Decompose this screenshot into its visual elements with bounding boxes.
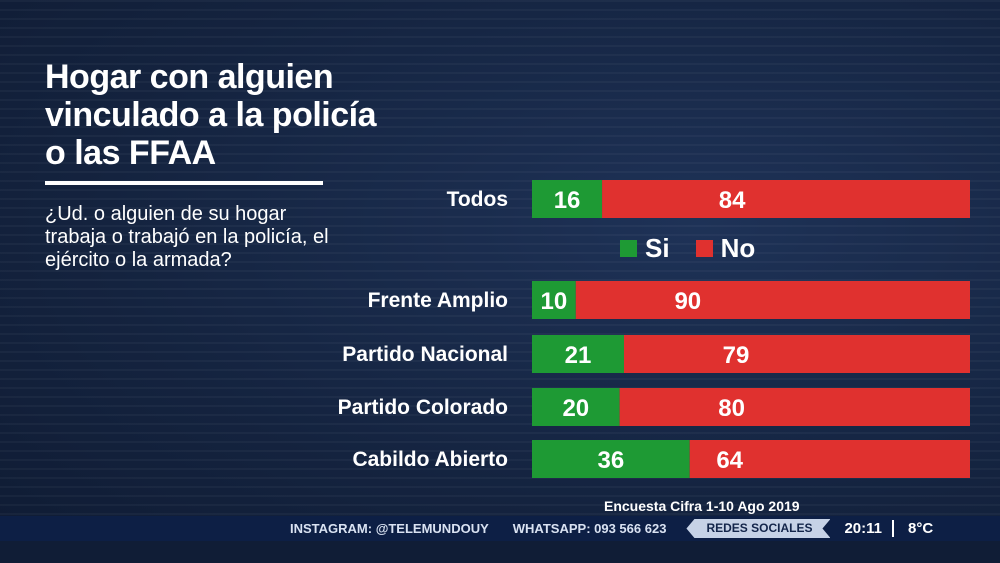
bar-no-cabildo-abierto [689,440,970,478]
ticker-temperature: 8°C [908,520,934,537]
legend-label-no: No [720,233,756,263]
bar-si-partido-nacional [532,335,624,373]
bar-si-partido-colorado [532,388,620,426]
category-label-cabildo-abierto: Cabildo Abierto [352,448,508,471]
value-label-si-todos: 16 [554,187,581,214]
page-title: Hogar con alguien vinculado a la policía… [45,58,377,172]
value-label-si-frente-amplio: 10 [541,288,568,315]
category-label-partido-nacional: Partido Nacional [342,343,508,366]
value-label-no-frente-amplio: 90 [674,288,701,315]
title-divider [45,181,323,185]
bar-no-todos [602,180,970,218]
value-label-no-partido-nacional: 79 [723,342,750,369]
survey-question: ¿Ud. o alguien de su hogar trabaja o tra… [45,203,329,271]
legend-label-si: Si [645,233,670,263]
bar-no-partido-nacional [623,335,970,373]
bottom-band [0,541,1000,563]
bar-no-partido-colorado [619,388,970,426]
ticker-redes-sociales: REDES SOCIALES [686,519,830,538]
bar-no-frente-amplio [575,281,970,319]
ticker-separator [892,520,895,537]
source-note: Encuesta Cifra 1-10 Ago 2019 [604,498,800,514]
legend-item-no: No [695,233,756,264]
legend-swatch-si [620,240,637,257]
legend-swatch-no [695,240,713,257]
value-label-si-partido-colorado: 20 [562,395,589,422]
value-label-no-partido-colorado: 80 [718,395,745,422]
value-label-si-partido-nacional: 21 [565,342,592,369]
ticker-whatsapp: WHATSAPP: 093 566 623 [512,521,667,536]
value-label-no-cabildo-abierto: 64 [716,447,743,474]
chart-legend: Si No [620,233,755,264]
value-label-si-cabildo-abierto: 36 [597,447,624,474]
bar-si-todos [532,180,603,218]
bar-si-cabildo-abierto [532,440,690,478]
category-label-partido-colorado: Partido Colorado [338,396,508,419]
ticker-time: 20:11 [844,520,883,537]
value-label-no-todos: 84 [719,187,746,214]
legend-item-si: Si [620,233,670,264]
ticker-instagram: INSTAGRAM: @TELEMUNDOUY [290,521,489,536]
news-ticker: INSTAGRAM: @TELEMUNDOUY WHATSAPP: 093 56… [0,516,1000,541]
bar-si-frente-amplio [532,281,576,319]
category-label-todos: Todos [447,188,508,211]
category-label-frente-amplio: Frente Amplio [368,289,508,312]
